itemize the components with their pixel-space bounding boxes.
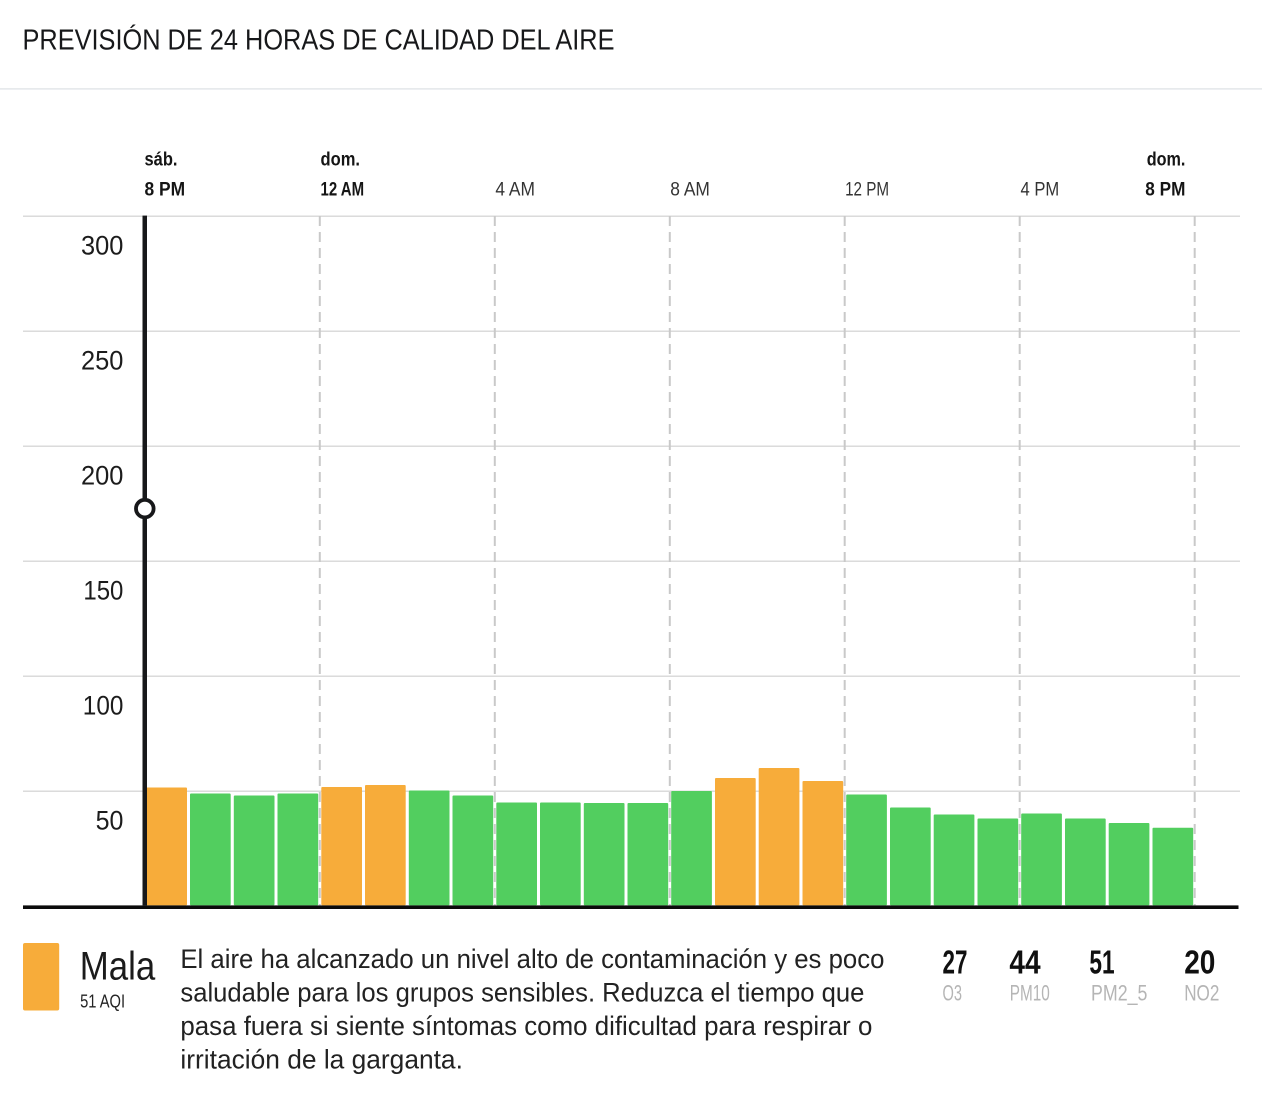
svg-text:51 AQI: 51 AQI (80, 992, 125, 1012)
svg-text:12 PM: 12 PM (845, 179, 889, 200)
svg-text:200: 200 (81, 461, 123, 491)
svg-text:300: 300 (81, 231, 123, 261)
svg-text:4 PM: 4 PM (1021, 179, 1060, 200)
svg-text:8 PM: 8 PM (145, 179, 186, 200)
svg-text:8 PM: 8 PM (1145, 179, 1185, 200)
svg-text:50: 50 (96, 806, 124, 836)
svg-text:PM2_5: PM2_5 (1091, 980, 1147, 1005)
svg-text:O3: O3 (943, 980, 963, 1005)
svg-text:dom.: dom. (1147, 150, 1186, 171)
svg-text:12 AM: 12 AM (321, 179, 365, 200)
svg-text:8 AM: 8 AM (670, 179, 710, 200)
svg-text:PM10: PM10 (1010, 980, 1050, 1005)
svg-text:150: 150 (83, 576, 123, 606)
svg-text:pasa fuera si siente síntomas: pasa fuera si siente síntomas como dific… (180, 1011, 872, 1041)
svg-text:saludable para los grupos sens: saludable para los grupos sensibles. Red… (180, 978, 864, 1008)
svg-text:4 AM: 4 AM (495, 179, 535, 200)
svg-text:El aire ha alcanzado un nivel: El aire ha alcanzado un nivel alto de co… (180, 944, 884, 974)
svg-text:sáb.: sáb. (145, 150, 178, 171)
svg-text:Mala: Mala (80, 945, 156, 989)
svg-text:20: 20 (1184, 943, 1215, 980)
svg-text:dom.: dom. (321, 150, 361, 171)
svg-text:27: 27 (943, 943, 968, 980)
svg-text:51: 51 (1089, 943, 1114, 980)
svg-text:PREVISIÓN DE 24 HORAS DE CALID: PREVISIÓN DE 24 HORAS DE CALIDAD DEL AIR… (23, 24, 615, 57)
svg-text:250: 250 (81, 346, 123, 376)
svg-text:100: 100 (83, 691, 124, 721)
svg-text:NO2: NO2 (1184, 980, 1219, 1005)
svg-text:irritación de la garganta.: irritación de la garganta. (180, 1044, 463, 1074)
svg-text:44: 44 (1009, 943, 1041, 980)
